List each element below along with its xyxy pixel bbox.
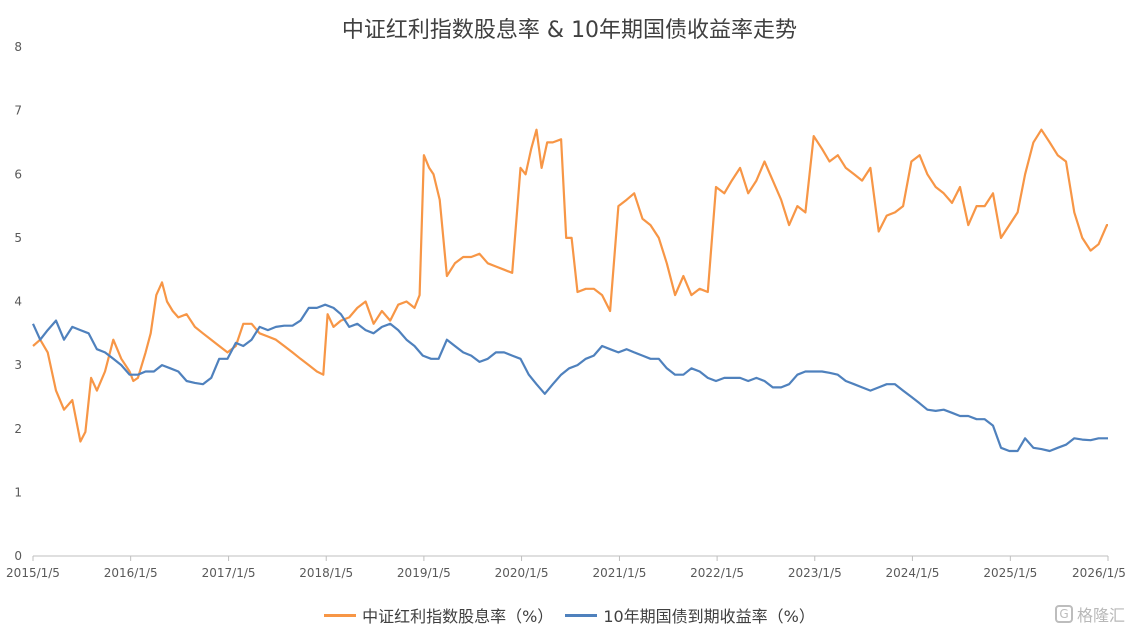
x-tick-label: 2017/1/5	[202, 566, 256, 580]
y-tick-label: 8	[14, 40, 22, 54]
y-axis: 0 1 2 3 4 5 6 7 8	[14, 40, 22, 563]
chart-plot: 0 1 2 3 4 5 6 7 8 2015/1/5 2016/1/5 2017/1/5 2018/1…	[6, 40, 1126, 580]
watermark-icon: G	[1054, 605, 1073, 623]
x-tick-label: 2023/1/5	[788, 566, 842, 580]
y-tick-label: 3	[14, 358, 22, 372]
x-tick-label: 2020/1/5	[495, 566, 549, 580]
x-tick-label: 2025/1/5	[983, 566, 1037, 580]
x-axis: 2015/1/5 2016/1/5 2017/1/5 2018/1/5 2019/1/5…	[6, 555, 1126, 580]
y-tick-label: 6	[14, 167, 22, 181]
x-tick-label: 2026/1/5	[1072, 566, 1126, 580]
x-tick-label: 2019/1/5	[397, 566, 451, 580]
x-tick-label: 2021/1/5	[593, 566, 647, 580]
legend-label-bond-yield: 10年期国债到期收益率（%）	[603, 607, 815, 626]
legend-item-dividend-yield: 中证红利指数股息率（%）	[324, 603, 553, 627]
y-tick-label: 2	[14, 422, 22, 436]
y-tick-label: 7	[14, 104, 22, 118]
legend-swatch-dividend-yield	[324, 613, 357, 617]
x-tick-label: 2022/1/5	[690, 566, 744, 580]
legend-item-bond-yield: 10年期国债到期收益率（%）	[565, 603, 815, 627]
series-group	[31, 128, 1108, 453]
x-tick-label: 2016/1/5	[104, 566, 158, 580]
legend: 中证红利指数股息率（%） 10年期国债到期收益率（%）	[0, 603, 1139, 627]
y-tick-label: 4	[14, 295, 22, 309]
x-tick-label: 2015/1/5	[6, 566, 60, 580]
y-tick-label: 5	[14, 231, 22, 245]
y-tick-label: 0	[14, 549, 22, 563]
series-line-dividend-yield	[32, 128, 1108, 443]
legend-label-dividend-yield: 中证红利指数股息率（%）	[362, 607, 554, 626]
x-tick-label: 2024/1/5	[885, 566, 939, 580]
chart-title: 中证红利指数股息率 & 10年期国债收益率走势	[341, 18, 798, 43]
watermark-text: 格隆汇	[1076, 606, 1125, 625]
series-line-bond-yield	[31, 303, 1108, 453]
watermark-logo: G 格隆汇	[1054, 602, 1125, 626]
legend-swatch-bond-yield	[565, 613, 598, 617]
y-tick-label: 1	[14, 485, 22, 499]
x-tick-label: 2018/1/5	[299, 566, 353, 580]
